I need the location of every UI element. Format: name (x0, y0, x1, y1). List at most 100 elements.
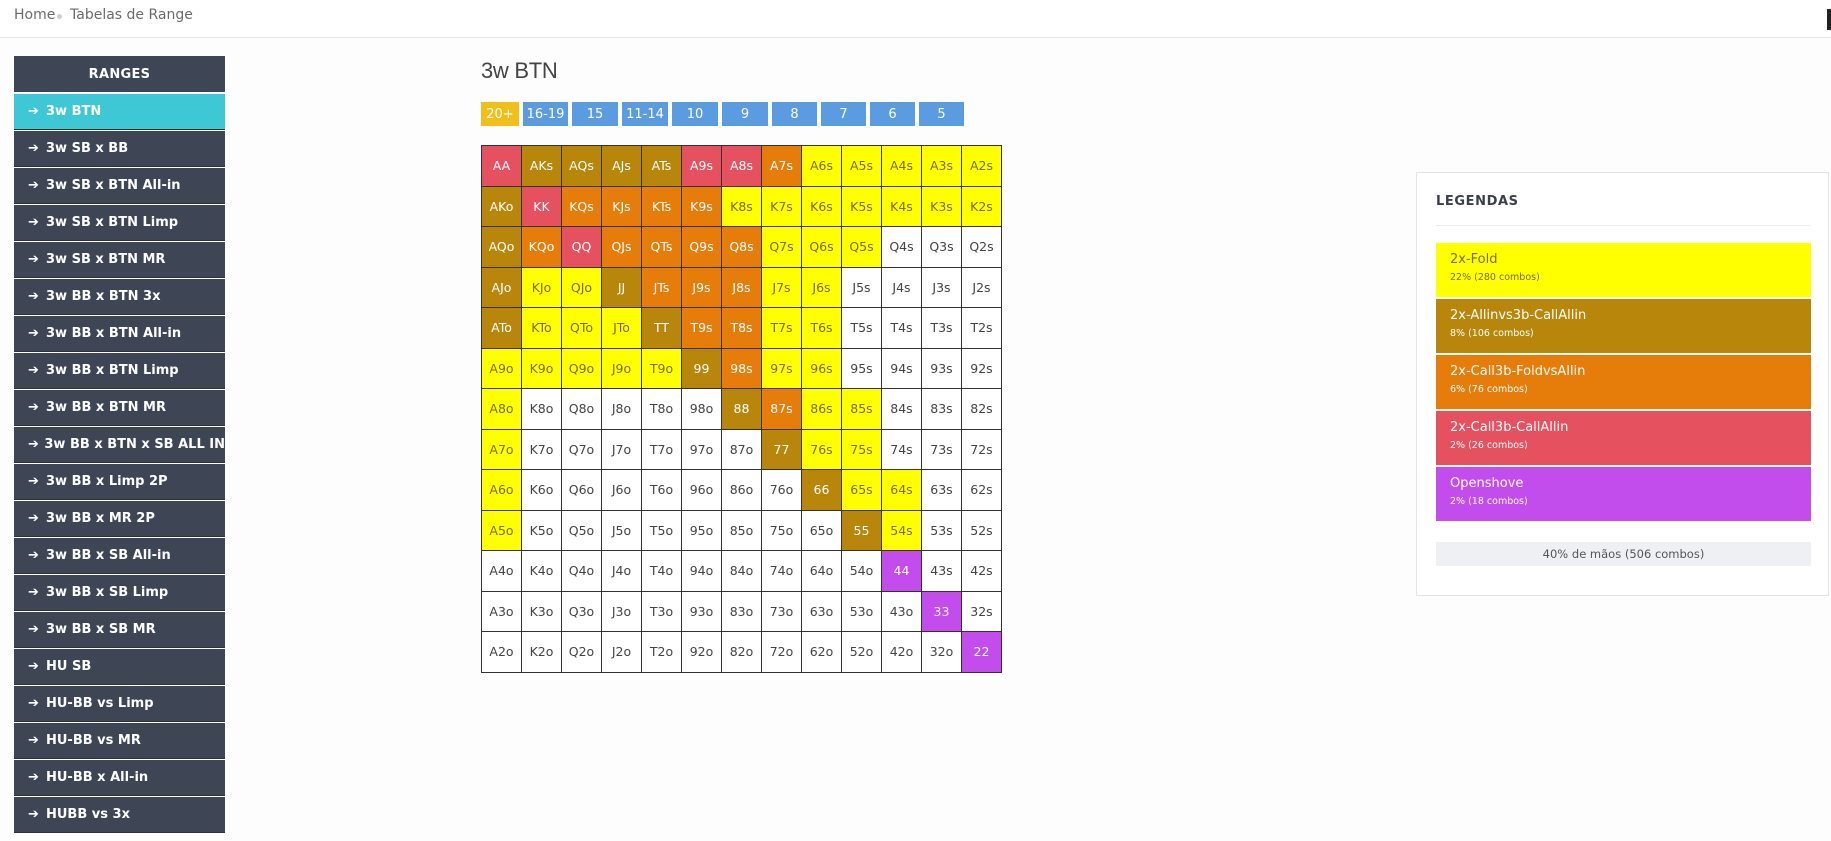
hand-cell-75o[interactable]: 75o (762, 510, 802, 551)
hand-cell-Q3s[interactable]: Q3s (922, 227, 962, 268)
hand-cell-KJo[interactable]: KJo (522, 267, 562, 308)
sidebar-item-3w-bb-x-btn-mr[interactable]: ➔ 3w BB x BTN MR (14, 390, 225, 425)
hand-cell-J3s[interactable]: J3s (922, 267, 962, 308)
hand-cell-AJo[interactable]: AJo (482, 267, 522, 308)
hand-cell-92s[interactable]: 92s (962, 348, 1002, 389)
hand-cell-J8s[interactable]: J8s (722, 267, 762, 308)
hand-cell-Q4o[interactable]: Q4o (562, 551, 602, 592)
stack-tab-10[interactable]: 10 (672, 102, 718, 126)
hand-cell-74o[interactable]: 74o (762, 551, 802, 592)
hand-cell-A6o[interactable]: A6o (482, 470, 522, 511)
sidebar-item-hu-bb-vs-mr[interactable]: ➔ HU-BB vs MR (14, 723, 225, 758)
hand-cell-A4s[interactable]: A4s (882, 146, 922, 187)
hand-cell-84s[interactable]: 84s (882, 389, 922, 430)
hand-cell-T5o[interactable]: T5o (642, 510, 682, 551)
hand-cell-T4o[interactable]: T4o (642, 551, 682, 592)
hand-cell-76o[interactable]: 76o (762, 470, 802, 511)
hand-cell-86s[interactable]: 86s (802, 389, 842, 430)
hand-cell-K7o[interactable]: K7o (522, 429, 562, 470)
hand-cell-95o[interactable]: 95o (682, 510, 722, 551)
hand-cell-K6s[interactable]: K6s (802, 186, 842, 227)
hand-cell-96o[interactable]: 96o (682, 470, 722, 511)
hand-cell-87s[interactable]: 87s (762, 389, 802, 430)
hand-cell-A2o[interactable]: A2o (482, 632, 522, 673)
breadcrumb-home-link[interactable]: Home (14, 7, 56, 23)
hand-cell-K9s[interactable]: K9s (682, 186, 722, 227)
hand-cell-92o[interactable]: 92o (682, 632, 722, 673)
hand-cell-Q8o[interactable]: Q8o (562, 389, 602, 430)
hand-cell-QTo[interactable]: QTo (562, 308, 602, 349)
hand-cell-52s[interactable]: 52s (962, 510, 1002, 551)
hand-cell-22[interactable]: 22 (962, 632, 1002, 673)
hand-cell-A6s[interactable]: A6s (802, 146, 842, 187)
hand-cell-A7o[interactable]: A7o (482, 429, 522, 470)
hand-cell-43s[interactable]: 43s (922, 551, 962, 592)
hand-cell-Q7s[interactable]: Q7s (762, 227, 802, 268)
sidebar-item-hu-sb[interactable]: ➔ HU SB (14, 649, 225, 684)
hand-cell-Q9o[interactable]: Q9o (562, 348, 602, 389)
hand-cell-99[interactable]: 99 (682, 348, 722, 389)
hand-cell-53o[interactable]: 53o (842, 591, 882, 632)
sidebar-item-3w-bb-x-limp-2p[interactable]: ➔ 3w BB x Limp 2P (14, 464, 225, 499)
sidebar-item-hu-bb-vs-limp[interactable]: ➔ HU-BB vs Limp (14, 686, 225, 721)
hand-cell-AJs[interactable]: AJs (602, 146, 642, 187)
hand-cell-K4o[interactable]: K4o (522, 551, 562, 592)
hand-cell-T3s[interactable]: T3s (922, 308, 962, 349)
hand-cell-KTs[interactable]: KTs (642, 186, 682, 227)
hand-cell-AKo[interactable]: AKo (482, 186, 522, 227)
hand-cell-Q4s[interactable]: Q4s (882, 227, 922, 268)
hand-cell-98s[interactable]: 98s (722, 348, 762, 389)
hand-cell-AQs[interactable]: AQs (562, 146, 602, 187)
sidebar-item-3w-sb-x-btn-mr[interactable]: ➔ 3w SB x BTN MR (14, 242, 225, 277)
hand-cell-62o[interactable]: 62o (802, 632, 842, 673)
hand-cell-KQs[interactable]: KQs (562, 186, 602, 227)
hand-cell-97s[interactable]: 97s (762, 348, 802, 389)
hand-cell-JTs[interactable]: JTs (642, 267, 682, 308)
hand-cell-A7s[interactable]: A7s (762, 146, 802, 187)
hand-cell-Q9s[interactable]: Q9s (682, 227, 722, 268)
hand-cell-QQ[interactable]: QQ (562, 227, 602, 268)
hand-cell-42o[interactable]: 42o (882, 632, 922, 673)
hand-cell-J2s[interactable]: J2s (962, 267, 1002, 308)
hand-cell-A3s[interactable]: A3s (922, 146, 962, 187)
hand-cell-J6o[interactable]: J6o (602, 470, 642, 511)
hand-cell-ATs[interactable]: ATs (642, 146, 682, 187)
hand-cell-62s[interactable]: 62s (962, 470, 1002, 511)
hand-cell-66[interactable]: 66 (802, 470, 842, 511)
hand-cell-K8s[interactable]: K8s (722, 186, 762, 227)
hand-cell-96s[interactable]: 96s (802, 348, 842, 389)
hand-cell-AKs[interactable]: AKs (522, 146, 562, 187)
hand-cell-J4s[interactable]: J4s (882, 267, 922, 308)
hand-cell-Q6o[interactable]: Q6o (562, 470, 602, 511)
hand-cell-87o[interactable]: 87o (722, 429, 762, 470)
hand-cell-65s[interactable]: 65s (842, 470, 882, 511)
hand-cell-98o[interactable]: 98o (682, 389, 722, 430)
hand-cell-93o[interactable]: 93o (682, 591, 722, 632)
sidebar-item-3w-sb-x-btn-all-in[interactable]: ➔ 3w SB x BTN All-in (14, 168, 225, 203)
hand-cell-A2s[interactable]: A2s (962, 146, 1002, 187)
hand-cell-85o[interactable]: 85o (722, 510, 762, 551)
hand-cell-54o[interactable]: 54o (842, 551, 882, 592)
hand-cell-65o[interactable]: 65o (802, 510, 842, 551)
hand-cell-J5o[interactable]: J5o (602, 510, 642, 551)
sidebar-item-3w-bb-x-btn-limp[interactable]: ➔ 3w BB x BTN Limp (14, 353, 225, 388)
hand-cell-K6o[interactable]: K6o (522, 470, 562, 511)
hand-cell-K2o[interactable]: K2o (522, 632, 562, 673)
hand-cell-T6o[interactable]: T6o (642, 470, 682, 511)
hand-cell-J7s[interactable]: J7s (762, 267, 802, 308)
hand-cell-86o[interactable]: 86o (722, 470, 762, 511)
stack-tab-16-19[interactable]: 16-19 (523, 102, 568, 126)
hand-cell-T9s[interactable]: T9s (682, 308, 722, 349)
hand-cell-KJs[interactable]: KJs (602, 186, 642, 227)
hand-cell-J7o[interactable]: J7o (602, 429, 642, 470)
hand-cell-QTs[interactable]: QTs (642, 227, 682, 268)
hand-cell-K2s[interactable]: K2s (962, 186, 1002, 227)
hand-cell-A9s[interactable]: A9s (682, 146, 722, 187)
hand-cell-Q2s[interactable]: Q2s (962, 227, 1002, 268)
hand-cell-T3o[interactable]: T3o (642, 591, 682, 632)
hand-cell-94s[interactable]: 94s (882, 348, 922, 389)
hand-cell-T2o[interactable]: T2o (642, 632, 682, 673)
hand-cell-63s[interactable]: 63s (922, 470, 962, 511)
hand-cell-82s[interactable]: 82s (962, 389, 1002, 430)
hand-cell-82o[interactable]: 82o (722, 632, 762, 673)
